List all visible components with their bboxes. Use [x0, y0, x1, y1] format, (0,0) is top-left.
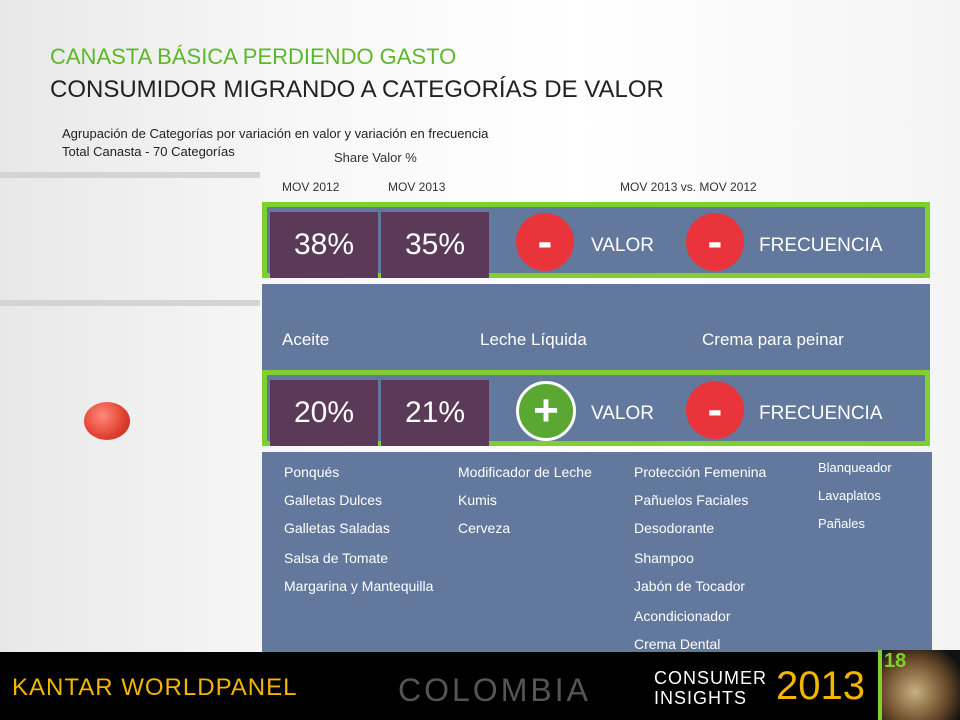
- category-item: Crema Dental: [634, 636, 721, 652]
- category-item: Desodorante: [634, 520, 715, 536]
- page-number: 18: [884, 650, 907, 672]
- row2-categories-panel: Ponqués Galletas Dulces Galletas Saladas…: [262, 452, 932, 652]
- category-item: Lavaplatos: [818, 488, 881, 503]
- fridge-shelf: [0, 300, 260, 306]
- plus-icon: +: [516, 381, 576, 441]
- category-item: Leche Líquida: [480, 330, 587, 349]
- category-item: Modificador de Leche: [458, 464, 592, 480]
- group-row-1: 38% 35% - VALOR - FRECUENCIA: [262, 202, 930, 278]
- category-item: Margarina y Mantequilla: [284, 578, 434, 594]
- minus-icon: -: [516, 213, 574, 271]
- globe-image: [878, 650, 960, 720]
- category-item: Ponqués: [284, 464, 340, 480]
- valor-label: VALOR: [591, 235, 655, 256]
- frecuencia-label: FRECUENCIA: [759, 403, 883, 424]
- share-header: Share Valor %: [334, 150, 417, 165]
- share-2012: 20%: [270, 380, 378, 446]
- subtitle-line-1: Agrupación de Categorías por variación e…: [62, 126, 489, 141]
- share-2013: 35%: [381, 212, 489, 278]
- category-item: Blanqueador: [818, 460, 892, 475]
- mov2013-header: MOV 2013: [388, 180, 446, 194]
- fridge-shelf: [0, 172, 260, 178]
- category-item: Kumis: [458, 492, 497, 508]
- title-line-2: CONSUMIDOR MIGRANDO A CATEGORÍAS DE VALO…: [50, 76, 664, 103]
- mov2012-header: MOV 2012: [282, 180, 340, 194]
- country-label: COLOMBIA: [398, 672, 591, 708]
- category-item: Galletas Dulces: [284, 492, 383, 508]
- row1-categories-panel: Aceite Leche Líquida Crema para peinar: [262, 284, 930, 370]
- category-item: Protección Femenina: [634, 464, 767, 480]
- consumer-insights-logo: CONSUMER INSIGHTS: [654, 668, 767, 708]
- consumer-text: CONSUMER: [654, 668, 768, 688]
- year-label: 2013: [776, 664, 865, 708]
- category-item: Galletas Saladas: [284, 520, 390, 536]
- minus-icon: -: [686, 381, 744, 439]
- subtitle-line-2: Total Canasta - 70 Categorías: [62, 144, 235, 159]
- kantar-worldpanel-logo: KANTAR WORLDPANEL: [12, 674, 298, 701]
- category-item: Aceite: [282, 330, 330, 349]
- category-item: Cerveza: [458, 520, 511, 536]
- minus-icon: -: [686, 213, 744, 271]
- tomato-image: [84, 402, 130, 440]
- category-item: Acondicionador: [634, 608, 731, 624]
- valor-label: VALOR: [591, 403, 655, 424]
- share-2013: 21%: [381, 380, 489, 446]
- footer-bar: [0, 652, 960, 720]
- category-item: Pañuelos Faciales: [634, 492, 749, 508]
- comparison-header: MOV 2013 vs. MOV 2012: [620, 180, 757, 194]
- category-item: Shampoo: [634, 550, 694, 566]
- category-item: Jabón de Tocador: [634, 578, 746, 594]
- share-2012: 38%: [270, 212, 378, 278]
- category-item: Crema para peinar: [702, 330, 844, 349]
- group-row-2: 20% 21% + VALOR - FRECUENCIA: [262, 370, 930, 446]
- category-item: Salsa de Tomate: [284, 550, 389, 566]
- title-line-1: CANASTA BÁSICA PERDIENDO GASTO: [50, 44, 457, 69]
- category-item: Pañales: [818, 516, 865, 531]
- frecuencia-label: FRECUENCIA: [759, 235, 883, 256]
- insights-text: INSIGHTS: [654, 688, 748, 708]
